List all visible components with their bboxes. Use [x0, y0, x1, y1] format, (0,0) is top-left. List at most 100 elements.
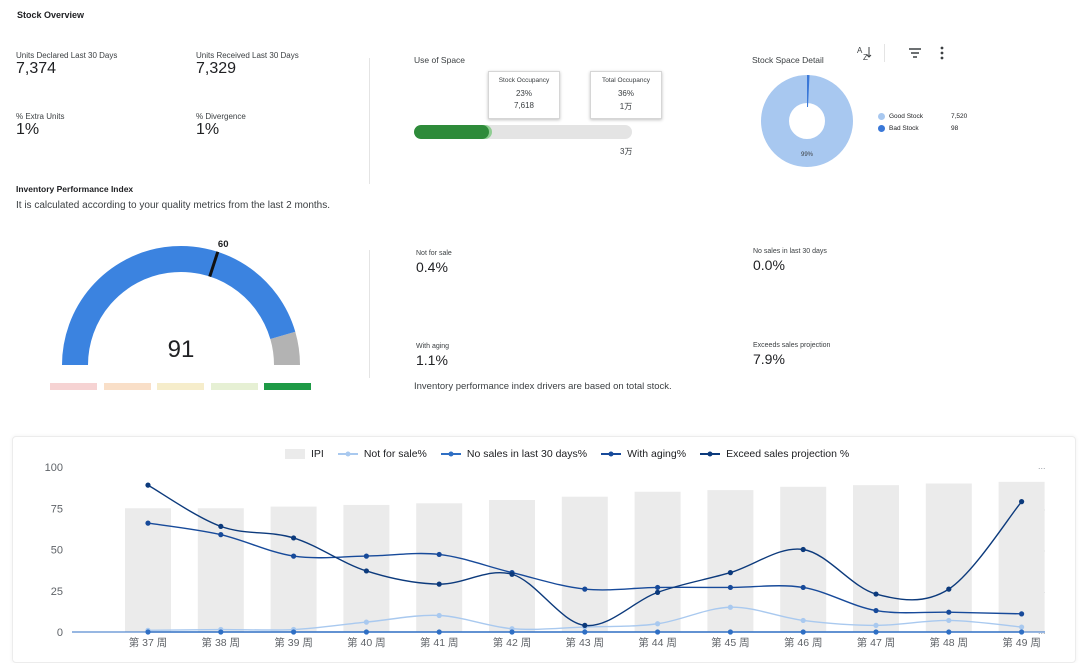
- series-point: [291, 629, 297, 635]
- gauge-remaining-arc: [270, 331, 300, 366]
- series-point: [946, 586, 952, 592]
- total-occupancy-tooltip: Total Occupancy 36% 1万: [590, 71, 662, 119]
- series-point: [873, 629, 879, 635]
- legend-swatch: [440, 451, 461, 457]
- x-tick-label: 第 49 周: [1002, 636, 1041, 649]
- tooltip-percent: 36%: [617, 89, 634, 98]
- legend-label: IPI: [311, 448, 324, 460]
- driver-value: 7.9%: [753, 351, 785, 367]
- series-point: [363, 619, 369, 625]
- y-tick-label: 50: [51, 545, 63, 557]
- legend-value: 98: [951, 124, 959, 132]
- series-point: [218, 532, 224, 538]
- series-point: [436, 612, 442, 619]
- space-usage-bar: [414, 125, 632, 139]
- gauge-score: 91: [168, 336, 195, 363]
- driver-label: Not for sale: [416, 250, 452, 257]
- legend-label: Not for sale%: [363, 448, 427, 460]
- series-point: [946, 629, 952, 635]
- kpi-value: 1%: [16, 121, 40, 138]
- series-point: [873, 622, 879, 628]
- series-point: [363, 568, 369, 574]
- x-tick-label: 第 40 周: [347, 636, 386, 649]
- legend-label: With aging%: [627, 448, 687, 460]
- gauge-score-arc: [62, 246, 296, 366]
- ipi-bar: [925, 483, 972, 632]
- legend-no-sales[interactable]: No sales in last 30 days%: [440, 448, 587, 460]
- legend-good-stock: Good Stock 7,520: [878, 110, 967, 122]
- y-tick-label: 75: [51, 503, 63, 515]
- legend-swatch: [337, 451, 358, 457]
- kpi-value: 7,374: [16, 60, 57, 77]
- ipi-bar: [416, 503, 463, 632]
- legend-value: 7,520: [951, 112, 968, 120]
- series-point: [655, 584, 661, 591]
- x-tick-label: 第 37 周: [129, 636, 168, 649]
- kpi-value: 1%: [196, 121, 220, 138]
- x-tick-label: 第 46 周: [784, 636, 823, 649]
- series-point: [727, 570, 734, 576]
- series-point: [436, 629, 442, 635]
- tooltip-value: 1万: [619, 102, 633, 111]
- ipi-range-pill: [264, 383, 311, 390]
- legend-with-aging[interactable]: With aging%: [601, 448, 686, 460]
- filter-icon[interactable]: [906, 44, 924, 62]
- tooltip-value: 7,618: [513, 101, 535, 110]
- legend-exceed-projection[interactable]: Exceed sales projection %: [700, 448, 849, 460]
- space-bar-max-label: 3万: [620, 147, 633, 156]
- series-point: [873, 591, 879, 597]
- series-point: [727, 629, 734, 635]
- series-point: [946, 609, 952, 615]
- x-tick-label: 第 48 周: [930, 636, 969, 649]
- use-of-space-title: Use of Space: [414, 55, 466, 65]
- series-point: [873, 607, 879, 614]
- tooltip-label: Total Occupancy: [601, 77, 651, 84]
- series-point: [1019, 629, 1025, 635]
- ipi-bar: [853, 485, 899, 632]
- kpi-value: 7,329: [196, 60, 237, 77]
- svg-text:Z: Z: [863, 53, 868, 61]
- series-point: [946, 617, 952, 624]
- legend-dot: [878, 124, 885, 132]
- ipi-range-pill: [103, 383, 151, 390]
- x-tick-label: 第 44 周: [638, 636, 677, 649]
- x-tick-label: 第 45 周: [711, 636, 750, 649]
- divider: [369, 58, 370, 184]
- legend-label: Exceed sales projection %: [726, 448, 850, 460]
- stock-donut-chart: 99%: [761, 75, 853, 167]
- series-point: [145, 482, 151, 488]
- ipi-range-pill: [157, 383, 204, 390]
- ipi-bar: [634, 491, 681, 632]
- series-point: [218, 523, 224, 529]
- series-point: [291, 553, 297, 559]
- driver-label: No sales in last 30 days: [753, 248, 827, 255]
- driver-value: 0.4%: [416, 259, 448, 275]
- ipi-bar: [489, 500, 535, 632]
- ipi-trend-chart: 0...25...50...75...100...第 37 周第 38 周第 3…: [45, 461, 1046, 649]
- ipi-gauge: 60 91: [62, 239, 300, 366]
- series-point: [436, 581, 442, 587]
- donut-hole: [793, 107, 821, 135]
- kpi-label: % Extra Units: [16, 112, 65, 121]
- legend-swatch: [601, 451, 622, 457]
- series-point: [727, 584, 734, 591]
- legend-ipi[interactable]: IPI: [285, 448, 324, 460]
- series-point: [145, 520, 151, 526]
- donut-center-label: 99%: [801, 152, 814, 158]
- donut-legend: Good Stock 7,520 Bad Stock 98: [878, 110, 967, 134]
- y-tick-right-marker: ...: [1038, 461, 1046, 471]
- series-point: [800, 584, 806, 591]
- legend-not-for-sale[interactable]: Not for sale%: [337, 448, 427, 460]
- gauge-threshold-marker: [208, 251, 220, 278]
- driver-value: 1.1%: [416, 352, 448, 368]
- legend-swatch: [285, 449, 305, 459]
- ipi-bar: [707, 490, 754, 632]
- more-vert-icon[interactable]: [933, 44, 951, 62]
- series-point: [727, 604, 734, 610]
- legend-swatch: [700, 451, 721, 457]
- tooltip-label: Stock Occupancy: [498, 77, 550, 84]
- tooltip-percent: 23%: [515, 89, 532, 98]
- kpi-label: Units Declared Last 30 Days: [16, 51, 118, 60]
- legend-label: Bad Stock: [889, 124, 919, 132]
